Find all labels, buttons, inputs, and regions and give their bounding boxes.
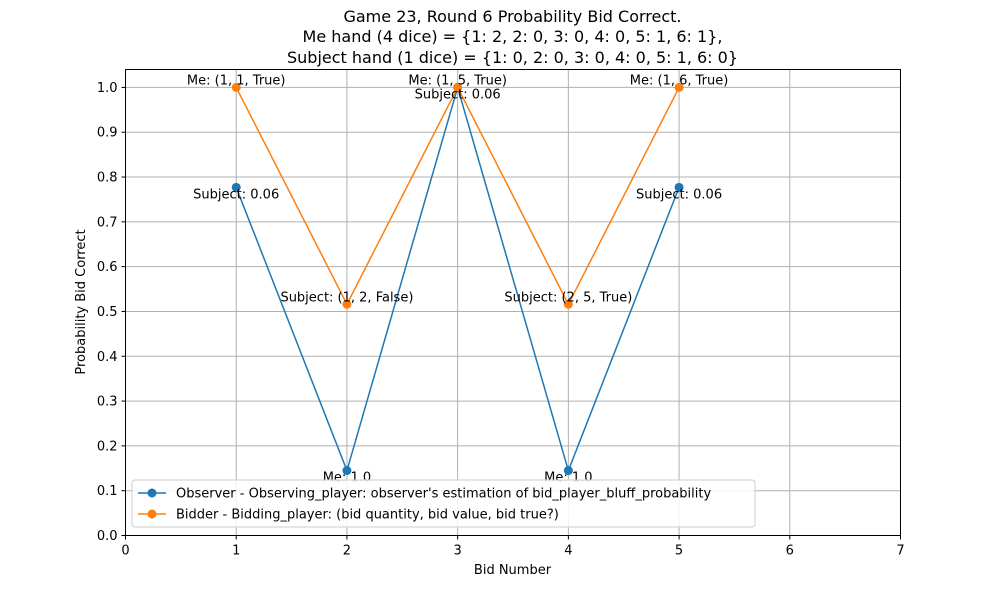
x-tick-label: 5 [675,544,683,559]
x-tick-label: 6 [786,544,794,559]
y-tick-label: 0.6 [97,260,118,275]
x-axis-label: Bid Number [474,563,552,578]
chart-title: Game 23, Round 6 Probability Bid Correct… [287,7,738,67]
series-1-point [674,82,684,92]
x-tick-label: 2 [343,544,351,559]
title-line-1: Game 23, Round 6 Probability Bid Correct… [343,7,681,26]
y-tick-label: 0.7 [97,215,118,230]
x-tick-label: 0 [121,544,129,559]
legend-bidder-label: Bidder - Bidding_player: (bid quantity, … [176,508,559,523]
y-tick-label: 0.3 [97,395,118,410]
plot-frame [125,69,901,536]
x-axis-ticks: 0 1 2 3 4 5 6 7 [121,535,905,559]
annotation-label: Me: (1, 6, True) [630,73,729,88]
title-line-2: Me hand (4 dice) = {1: 2, 2: 0, 3: 0, 4:… [303,27,723,46]
y-tick-label: 0.0 [97,529,118,544]
annotation-label: Subject: 0.06 [636,187,722,202]
y-tick-label: 0.2 [97,439,118,454]
annotation-label: Subject: (2, 5, True) [504,290,632,305]
series-0-point [563,466,573,476]
series-0-point [342,466,352,476]
y-tick-label: 0.9 [97,126,118,141]
y-tick-label: 1.0 [97,81,118,96]
annotation-label: Me: (1, 1, True) [187,73,286,88]
y-axis-ticks: 0.0 0.1 0.2 0.3 0.4 0.5 0.6 0.7 0.8 0.9 1.0 [97,81,126,544]
annotation-label: Me: (1, 5, True) [408,73,507,88]
legend-observer-marker [147,488,157,498]
series-0-point [231,182,241,192]
x-tick-label: 7 [896,544,904,559]
y-tick-label: 0.5 [97,305,118,320]
legend-box [131,479,756,528]
y-tick-label: 0.4 [97,350,118,365]
annotation-label: Subject: 0.06 [415,87,501,102]
x-tick-label: 1 [232,544,240,559]
series-1-point [563,299,573,309]
annotation-label: Subject: 0.06 [193,187,279,202]
series-1-point [453,82,463,92]
x-tick-label: 3 [454,544,462,559]
legend: Observer - Observing_player: observer's … [131,479,756,528]
title-line-3: Subject hand (1 dice) = {1: 0, 2: 0, 3: … [287,48,738,67]
y-axis-label: Probability Bid Correct [74,229,89,374]
series-1-point [231,82,241,92]
y-tick-label: 0.1 [97,484,118,499]
annotation-label: Subject: (1, 2, False) [280,290,413,305]
series-0-point [674,182,684,192]
legend-observer-label: Observer - Observing_player: observer's … [176,487,711,502]
legend-bidder-marker [147,509,157,519]
series-1-point [342,299,352,309]
series-layer [231,82,684,476]
x-tick-label: 4 [564,544,572,559]
y-tick-label: 0.8 [97,171,118,186]
